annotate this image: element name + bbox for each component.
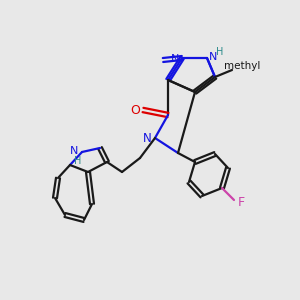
- Text: N: N: [70, 146, 78, 156]
- Text: H: H: [74, 156, 82, 166]
- Text: N: N: [142, 133, 152, 146]
- Text: H: H: [216, 47, 224, 57]
- Text: O: O: [130, 104, 140, 118]
- Text: F: F: [237, 196, 244, 208]
- Text: N: N: [171, 54, 179, 64]
- Text: methyl: methyl: [224, 61, 260, 71]
- Text: N: N: [209, 52, 217, 62]
